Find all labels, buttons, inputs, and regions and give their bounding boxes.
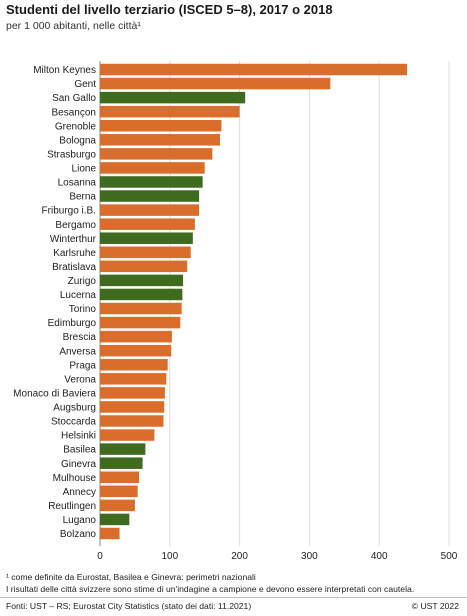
copyright-note: © UST 2022 xyxy=(411,601,459,611)
bar xyxy=(100,457,143,469)
footnote-definition: ¹ come definite da Eurostat, Basilea e G… xyxy=(6,572,256,582)
bar-chart: Milton Keynes Gent San Gallo Besançon Grenob… xyxy=(13,61,458,560)
bar xyxy=(100,359,168,371)
category-label: Annecy xyxy=(63,487,96,498)
bar xyxy=(100,63,408,76)
category-label: Lucerna xyxy=(60,290,97,301)
x-tick-label: 0 xyxy=(97,551,103,560)
x-tick-label: 500 xyxy=(441,551,458,560)
bar xyxy=(100,527,120,540)
category-label: Karlsruhe xyxy=(53,248,96,259)
category-label: Mulhouse xyxy=(53,473,97,484)
bar xyxy=(100,218,195,230)
category-label: Grenoble xyxy=(55,121,97,132)
category-label: Ginevra xyxy=(61,459,96,470)
category-label: Helsinki xyxy=(61,431,96,442)
category-label: Winterthur xyxy=(50,234,97,245)
bar xyxy=(100,373,167,385)
category-label: San Gallo xyxy=(52,93,96,104)
bar xyxy=(100,471,140,483)
bar xyxy=(100,513,130,526)
category-label: Praga xyxy=(69,360,96,371)
category-label: Reutlingen xyxy=(48,501,96,512)
bar xyxy=(100,330,172,343)
category-label: Brescia xyxy=(63,332,97,343)
footnote-survey: I risultati delle città svizzere sono st… xyxy=(6,584,415,594)
bar xyxy=(100,204,200,216)
bar xyxy=(100,119,222,132)
bar xyxy=(100,387,165,399)
bar xyxy=(100,429,155,441)
bar xyxy=(100,134,221,146)
bar xyxy=(100,148,213,160)
bar xyxy=(100,344,172,357)
category-label: Monaco di Baviera xyxy=(13,388,96,399)
bar xyxy=(100,485,138,498)
category-label: Bratislava xyxy=(52,262,96,273)
category-label: Besançon xyxy=(52,107,96,118)
bar xyxy=(100,260,188,273)
x-tick-label: 300 xyxy=(301,551,318,560)
footer-divider xyxy=(0,597,467,598)
category-label: Bologna xyxy=(59,135,96,146)
bar xyxy=(100,176,203,188)
x-tick-label: 100 xyxy=(161,551,178,560)
category-label: Augsburg xyxy=(53,403,96,414)
category-label: Verona xyxy=(64,374,96,385)
category-label: Milton Keynes xyxy=(33,65,96,76)
bar xyxy=(100,288,183,301)
bar xyxy=(100,274,184,287)
bar xyxy=(100,105,240,118)
category-label: Basilea xyxy=(63,445,96,456)
category-label: Bergamo xyxy=(55,220,96,231)
bar xyxy=(100,232,193,244)
chart-subtitle: per 1 000 abitanti, nelle città¹ xyxy=(6,20,141,32)
bar xyxy=(100,91,246,104)
bar xyxy=(100,401,165,413)
category-label: Edimburgo xyxy=(48,318,97,329)
source-note: Fonti: UST – RS; Eurostat City Statistic… xyxy=(6,601,252,611)
bar xyxy=(100,316,181,329)
bar xyxy=(100,77,331,90)
bar xyxy=(100,415,164,427)
bar xyxy=(100,246,191,259)
category-label: Bolzano xyxy=(60,529,97,540)
category-label: Friburgo i.B. xyxy=(42,206,96,217)
category-label: Stoccarda xyxy=(51,417,96,428)
category-label: Berna xyxy=(69,192,96,203)
category-label: Strasburgo xyxy=(47,149,96,160)
x-tick-label: 400 xyxy=(371,551,388,560)
category-label: Anversa xyxy=(59,346,96,357)
bar xyxy=(100,190,200,202)
x-tick-label: 200 xyxy=(231,551,248,560)
category-label: Lugano xyxy=(63,515,97,526)
bar xyxy=(100,302,182,315)
category-label: Gent xyxy=(74,79,96,90)
bar xyxy=(100,443,146,455)
chart-title: Studenti del livello terziario (ISCED 5–… xyxy=(6,2,333,17)
category-label: Zurigo xyxy=(68,276,97,287)
category-label: Torino xyxy=(69,304,97,315)
category-label: Lione xyxy=(72,164,97,175)
category-label: Losanna xyxy=(58,178,97,189)
bar xyxy=(100,162,205,174)
bar xyxy=(100,499,135,512)
